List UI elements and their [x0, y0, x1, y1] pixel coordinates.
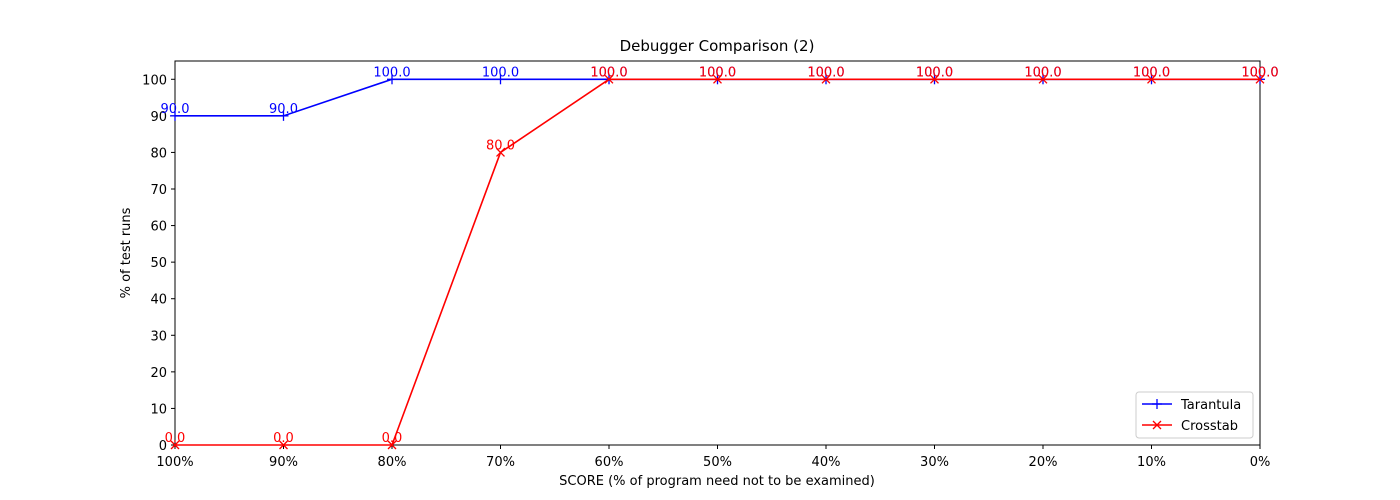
y-tick-label: 0: [159, 439, 167, 454]
data-label: 90.0: [269, 102, 298, 117]
data-point: [279, 440, 288, 450]
data-label: 100.0: [916, 65, 953, 80]
data-label: 0.0: [382, 431, 403, 446]
data-label: 100.0: [699, 65, 736, 80]
x-tick-label: 30%: [920, 455, 949, 470]
x-axis: 100% 90% 80% 70% 60% 50% 40% 30% 20% 10% 0%: [156, 445, 1270, 470]
data-point: [930, 74, 939, 84]
data-label: 100.0: [1024, 65, 1061, 80]
x-tick-label: 20%: [1029, 455, 1058, 470]
data-label: 0.0: [165, 431, 186, 446]
data-point: [1152, 399, 1162, 409]
data-label: 100.0: [807, 65, 844, 80]
x-axis-title: SCORE (% of program need not to be exami…: [559, 474, 875, 489]
data-point: [1038, 74, 1048, 84]
data-label: 0.0: [273, 431, 294, 446]
x-tick-label: 70%: [486, 455, 515, 470]
x-tick-label: 40%: [812, 455, 841, 470]
legend: Tarantula Crosstab: [1135, 391, 1254, 439]
data-label: 100.0: [373, 65, 410, 80]
x-tick-label: 80%: [378, 455, 407, 470]
data-label: 100.0: [699, 65, 736, 80]
y-tick-label: 30: [150, 329, 167, 344]
data-label: 100.0: [1241, 65, 1278, 80]
data-label: 100.0: [1133, 65, 1170, 80]
y-axis: 0 10 20 30 40 50 60 70 80 90 100: [142, 73, 175, 454]
data-label: 100.0: [1024, 65, 1061, 80]
data-point: [496, 147, 505, 157]
data-point: [821, 74, 831, 84]
x-tick-label: 90%: [269, 455, 298, 470]
y-tick-label: 10: [150, 402, 167, 417]
data-point: [604, 74, 614, 84]
data-label: 90.0: [161, 102, 190, 117]
data-label: 100.0: [1241, 65, 1278, 80]
data-label: 100.0: [482, 65, 519, 80]
y-tick-label: 50: [150, 256, 167, 271]
data-point: [387, 74, 397, 85]
data-point: [170, 440, 180, 450]
series-crosstab: 0.0 0.0 0.0 80.0 100.0 100.0 100.0 100.0 100.0 10…: [165, 65, 1279, 450]
data-label: 100.0: [590, 65, 627, 80]
y-tick-label: 80: [150, 146, 167, 161]
y-axis-title: % of test runs: [119, 207, 134, 298]
y-tick-label: 20: [150, 366, 167, 381]
data-point: [170, 110, 180, 121]
y-tick-label: 90: [150, 110, 167, 125]
data-label: 100.0: [807, 65, 844, 80]
legend-entry-crosstab: Crosstab: [1142, 419, 1238, 434]
y-tick-label: 60: [150, 220, 167, 235]
data-label: 100.0: [590, 65, 627, 80]
data-point: [1147, 74, 1156, 84]
x-tick-label: 100%: [156, 455, 193, 470]
series-layer: 90.0 90.0 100.0 100.0 100.0 100.0 100.0 100.0 10…: [161, 65, 1279, 450]
x-tick-label: 10%: [1137, 455, 1166, 470]
y-tick-label: 70: [150, 183, 167, 198]
data-point: [278, 110, 289, 121]
data-point: [713, 74, 722, 84]
y-tick-label: 40: [150, 293, 167, 308]
legend-entry-tarantula: Tarantula: [1142, 398, 1241, 413]
legend-label: Tarantula: [1180, 398, 1241, 413]
data-point: [1255, 74, 1265, 84]
chart-title: Debugger Comparison (2): [620, 37, 815, 55]
data-point: [495, 74, 506, 85]
data-label: 80.0: [486, 138, 515, 153]
data-label: 100.0: [916, 65, 953, 80]
legend-label: Crosstab: [1181, 419, 1238, 434]
y-tick-label: 100: [142, 73, 167, 88]
x-tick-label: 0%: [1250, 455, 1271, 470]
x-tick-label: 50%: [703, 455, 732, 470]
x-tick-label: 60%: [595, 455, 624, 470]
data-point: [1152, 420, 1162, 430]
data-label: 100.0: [1133, 65, 1170, 80]
series-tarantula: 90.0 90.0 100.0 100.0 100.0 100.0 100.0 100.0 10…: [161, 65, 1279, 121]
data-point: [387, 440, 397, 450]
